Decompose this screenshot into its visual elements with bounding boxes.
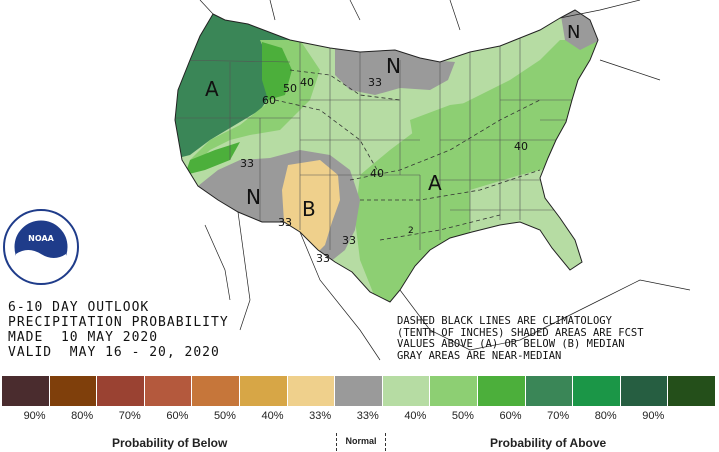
label-A-central: A xyxy=(428,171,442,195)
label-N-northeast: N xyxy=(567,22,580,43)
canada-border-west xyxy=(199,0,214,15)
canada-border-east xyxy=(559,0,641,19)
region-above-50-or xyxy=(185,142,240,175)
tick-label: 60% xyxy=(499,410,522,422)
tick-label: 60% xyxy=(166,410,189,422)
tick-label: 80% xyxy=(71,410,94,422)
contour-33-b2: 33 xyxy=(342,234,356,247)
notes-block: DASHED BLACK LINES ARE CLIMATOLOGY (TENT… xyxy=(397,315,644,362)
precipitation-outlook-map: A A B N N N 40 50 60 33 33 33 33 33 40 4… xyxy=(174,0,691,361)
label-N-north: N xyxy=(386,54,401,78)
legend-above-title: Probability of Above xyxy=(490,436,607,450)
note-line-2: (TENTH OF INCHES) SHADED AREAS ARE FCST xyxy=(397,326,644,339)
region-above-50-nw xyxy=(262,42,292,100)
note-line-3: VALUES ABOVE (A) OR BELOW (B) MEDIAN xyxy=(397,338,625,350)
legend-below-title: Probability of Below xyxy=(112,436,228,450)
swatch-below-40 xyxy=(239,376,288,406)
swatch-below-60 xyxy=(144,376,193,406)
legend-normal-title: Normal xyxy=(336,433,386,451)
swatch-above-70 xyxy=(573,376,621,406)
title-line-1: 6-10 DAY OUTLOOK xyxy=(8,300,150,315)
swatch-normal xyxy=(335,376,383,406)
region-below-33 xyxy=(282,160,340,255)
legend-tick-labels: 90% 80% 70% 60% 50% 40% 33% 33% 40% 50% … xyxy=(2,410,716,424)
swatch-above-40 xyxy=(430,376,478,406)
label-A-northwest: A xyxy=(205,77,219,101)
contour-40-nw: 40 xyxy=(300,76,314,89)
swatch-above-33 xyxy=(382,376,431,406)
noaa-logo: NOAA xyxy=(3,209,79,285)
contour-33-north: 33 xyxy=(368,76,382,89)
noaa-logo-text: NOAA xyxy=(28,234,54,243)
tick-label: 40% xyxy=(404,410,427,422)
contour-60-nw: 60 xyxy=(262,94,276,107)
contour-33-b1: 33 xyxy=(278,216,292,229)
tick-label: 50% xyxy=(451,410,474,422)
us-outline xyxy=(174,9,599,303)
region-normal-north xyxy=(335,48,455,95)
swatch-above-50 xyxy=(477,376,526,406)
label-N-southwest: N xyxy=(246,185,261,209)
contour-2-texas: 2 xyxy=(408,226,414,236)
tick-label-spacer xyxy=(668,410,716,424)
label-B-southwest: B xyxy=(302,197,316,221)
tick-label: 80% xyxy=(594,410,617,422)
title-line-3: MADE 10 MAY 2020 xyxy=(8,330,159,345)
contour-33-southwest: 33 xyxy=(240,157,254,170)
swatch-below-80 xyxy=(49,376,98,406)
tick-label: 50% xyxy=(213,410,236,422)
swatch-below-33 xyxy=(287,376,336,406)
swatch-above-90 xyxy=(668,376,716,406)
swatch-below-70 xyxy=(97,376,145,406)
swatch-below-90 xyxy=(2,376,50,406)
tick-label: 40% xyxy=(261,410,284,422)
contour-40-northeast: 40 xyxy=(514,140,528,153)
title-block: 6-10 DAY OUTLOOK PRECIPITATION PROBABILI… xyxy=(8,300,229,360)
swatch-above-80 xyxy=(620,376,669,406)
title-line-2: PRECIPITATION PROBABILITY xyxy=(8,315,229,330)
note-line-4: GRAY AREAS ARE NEAR-MEDIAN xyxy=(397,349,562,362)
note-line-1: DASHED BLACK LINES ARE CLIMATOLOGY xyxy=(397,315,612,327)
contour-40-central: 40 xyxy=(370,167,384,180)
swatch-above-60 xyxy=(525,376,574,406)
tick-label: 70% xyxy=(118,410,141,422)
swatch-below-50 xyxy=(192,376,240,406)
tick-label: 33% xyxy=(356,410,379,422)
contour-50-nw: 50 xyxy=(283,82,297,95)
title-line-4: VALID MAY 16 - 20, 2020 xyxy=(8,345,220,360)
tick-label: 90% xyxy=(23,410,46,422)
tick-label: 70% xyxy=(547,410,570,422)
tick-label: 90% xyxy=(642,410,665,422)
tick-label: 33% xyxy=(309,410,332,422)
legend-color-bar xyxy=(2,376,716,406)
contour-33-texas: 33 xyxy=(316,252,330,265)
